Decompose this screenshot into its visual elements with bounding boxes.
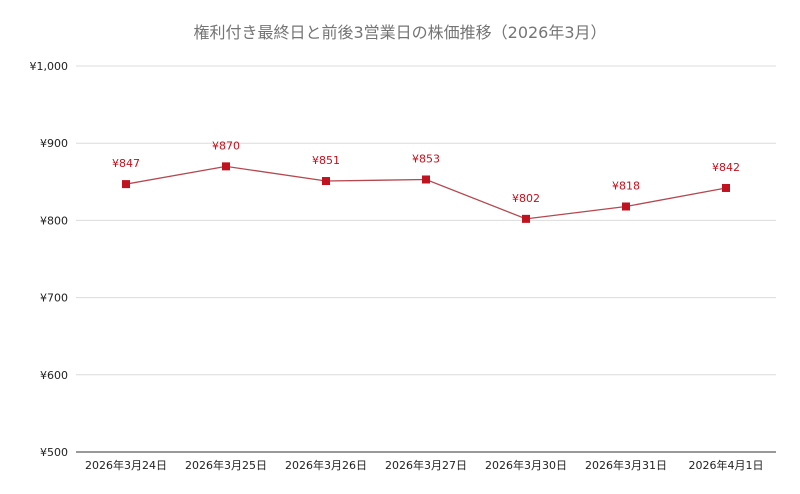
data-point — [722, 183, 730, 192]
x-axis-ticks: 2026年3月24日 2026年3月25日 2026年3月26日 2026年3月27日… — [85, 458, 764, 472]
y-tick-label: ¥800 — [40, 214, 68, 227]
data-label: ¥851 — [312, 154, 340, 167]
data-points — [122, 162, 730, 223]
data-label: ¥818 — [612, 180, 640, 193]
x-tick-label: 2026年3月24日 — [85, 458, 167, 472]
series-line-path — [125, 165, 727, 220]
data-point — [522, 214, 530, 223]
data-label: ¥802 — [512, 192, 540, 205]
data-label: ¥847 — [112, 157, 140, 170]
y-axis-ticks: ¥500 ¥600 ¥700 ¥800 ¥900 ¥1,000 — [30, 60, 69, 459]
data-point — [622, 202, 630, 211]
data-point — [422, 175, 430, 184]
y-tick-label: ¥1,000 — [30, 60, 69, 73]
x-tick-label: 2026年3月27日 — [385, 458, 467, 472]
x-tick-label: 2026年3月31日 — [585, 458, 667, 472]
data-point — [122, 180, 130, 189]
chart-title: 権利付き最終日と前後3営業日の株価推移（2026年3月） — [193, 23, 606, 42]
x-tick-label: 2026年4月1日 — [689, 458, 764, 472]
grid-lines — [76, 65, 776, 453]
x-tick-label: 2026年3月26日 — [285, 458, 367, 472]
data-point — [222, 162, 230, 171]
data-labels: ¥847 ¥870 ¥851 ¥853 ¥802 ¥818 ¥842 — [112, 139, 740, 204]
data-point — [322, 177, 330, 186]
x-tick-label: 2026年3月30日 — [485, 458, 567, 472]
series-line — [125, 165, 727, 220]
y-tick-label: ¥900 — [40, 137, 68, 150]
data-label: ¥853 — [412, 152, 440, 165]
x-tick-label: 2026年3月25日 — [185, 458, 267, 472]
y-tick-label: ¥700 — [40, 292, 68, 305]
data-label: ¥842 — [712, 161, 740, 174]
data-label: ¥870 — [212, 139, 240, 152]
y-tick-label: ¥500 — [40, 446, 68, 459]
y-tick-label: ¥600 — [40, 369, 68, 382]
